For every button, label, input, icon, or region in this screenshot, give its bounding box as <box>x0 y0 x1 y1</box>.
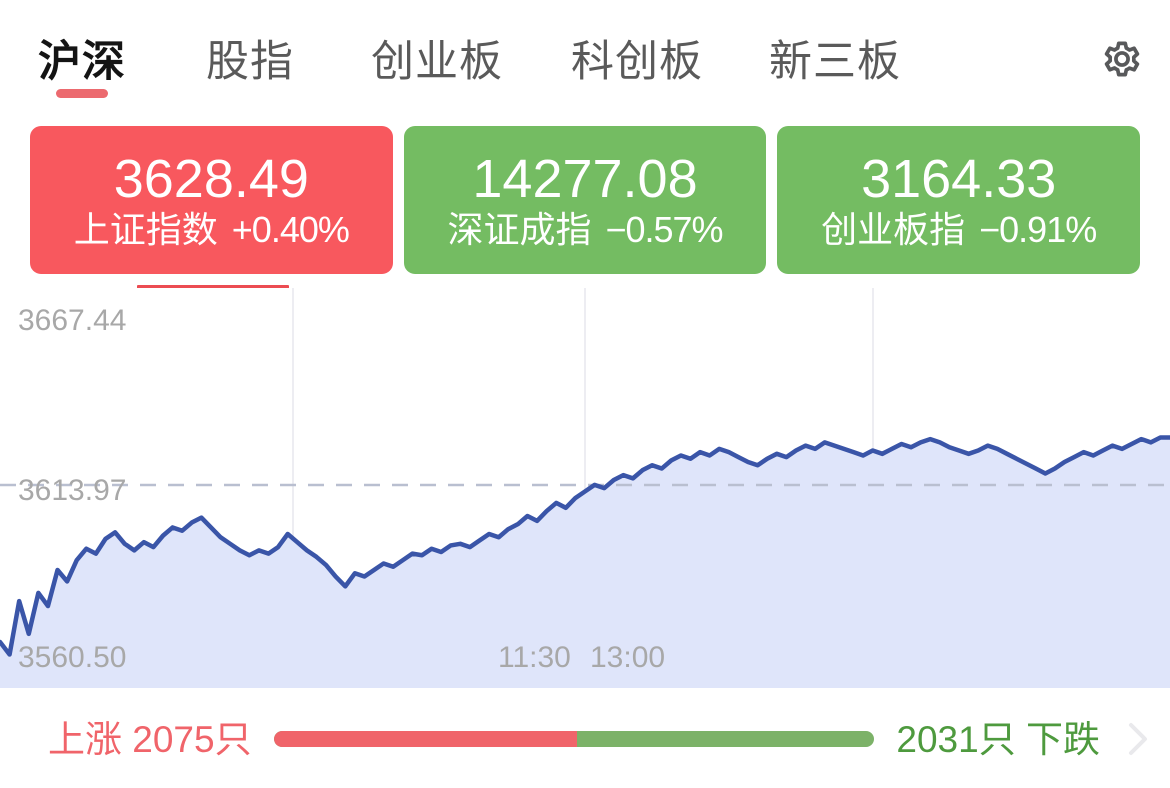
intraday-chart-svg <box>0 288 1170 688</box>
index-name: 上证指数 <box>73 208 218 250</box>
tab-label: 沪深 <box>38 37 126 86</box>
index-change-percent: −0.91% <box>979 208 1097 250</box>
index-value: 3164.33 <box>861 149 1057 210</box>
chart-x-axis-tick-1300: 13:00 <box>590 641 666 674</box>
chart-y-axis-high-label: 3667.44 <box>18 304 127 337</box>
index-name: 创业板指 <box>821 208 966 250</box>
index-change-percent: −0.57% <box>605 208 723 250</box>
tab-label: 股指 <box>206 37 294 86</box>
index-category-tab-bar: 沪深 股指 创业板 科创板 新三板 <box>0 0 1170 118</box>
tab-xinsanban[interactable]: 新三板 <box>736 0 934 118</box>
advance-decline-bar-advance-segment <box>273 731 577 747</box>
market-breadth-row[interactable]: 上涨 2075只 2031只 下跌 <box>0 690 1170 788</box>
chart-y-axis-mid-label: 3613.97 <box>18 474 127 507</box>
index-card-shenzhen-component[interactable]: 14277.08 深证成指 −0.57% <box>403 126 767 274</box>
index-card-subline: 上证指数 +0.40% <box>73 208 350 250</box>
intraday-chart-panel[interactable]: 3667.44 3613.97 3560.50 11:30 13:00 <box>0 288 1170 688</box>
tab-active-underline <box>611 89 663 98</box>
index-name: 深证成指 <box>447 208 592 250</box>
tab-label: 新三板 <box>769 37 901 86</box>
tab-active-underline <box>224 89 276 98</box>
tab-label: 科创板 <box>571 37 703 86</box>
index-card-subline: 深证成指 −0.57% <box>447 208 723 250</box>
tab-guzhi[interactable]: 股指 <box>164 0 336 118</box>
index-card-chinext[interactable]: 3164.33 创业板指 −0.91% <box>777 126 1141 274</box>
index-value: 14277.08 <box>472 149 698 210</box>
gear-icon <box>1094 31 1150 87</box>
chart-y-axis-low-label: 3560.50 <box>18 641 127 674</box>
chart-area-fill <box>0 437 1170 688</box>
declining-stocks-label: 2031只 下跌 <box>896 718 1100 760</box>
chart-x-axis-tick-1130: 11:30 <box>498 641 571 674</box>
index-card-subline: 创业板指 −0.91% <box>821 208 1097 250</box>
index-change-percent: +0.40% <box>231 208 350 250</box>
index-card-list: 3628.49 上证指数 +0.40% 14277.08 深证成指 −0.57%… <box>0 126 1170 274</box>
tab-kechuangban[interactable]: 科创板 <box>538 0 736 118</box>
advance-decline-bar[interactable] <box>273 731 875 747</box>
tab-active-underline <box>809 89 861 98</box>
tab-label: 创业板 <box>371 37 503 86</box>
tab-chuangyeban[interactable]: 创业板 <box>336 0 538 118</box>
chart-price-line <box>0 435 1170 657</box>
tab-hushen[interactable]: 沪深 <box>0 0 164 118</box>
chevron-right-icon[interactable] <box>1118 717 1158 761</box>
index-card-shanghai-composite[interactable]: 3628.49 上证指数 +0.40% <box>30 126 393 274</box>
tab-active-underline <box>411 89 463 98</box>
index-value: 3628.49 <box>113 149 309 210</box>
advancing-stocks-label: 上涨 2075只 <box>48 718 252 760</box>
tab-active-underline <box>56 89 108 98</box>
settings-button[interactable] <box>1074 0 1170 118</box>
